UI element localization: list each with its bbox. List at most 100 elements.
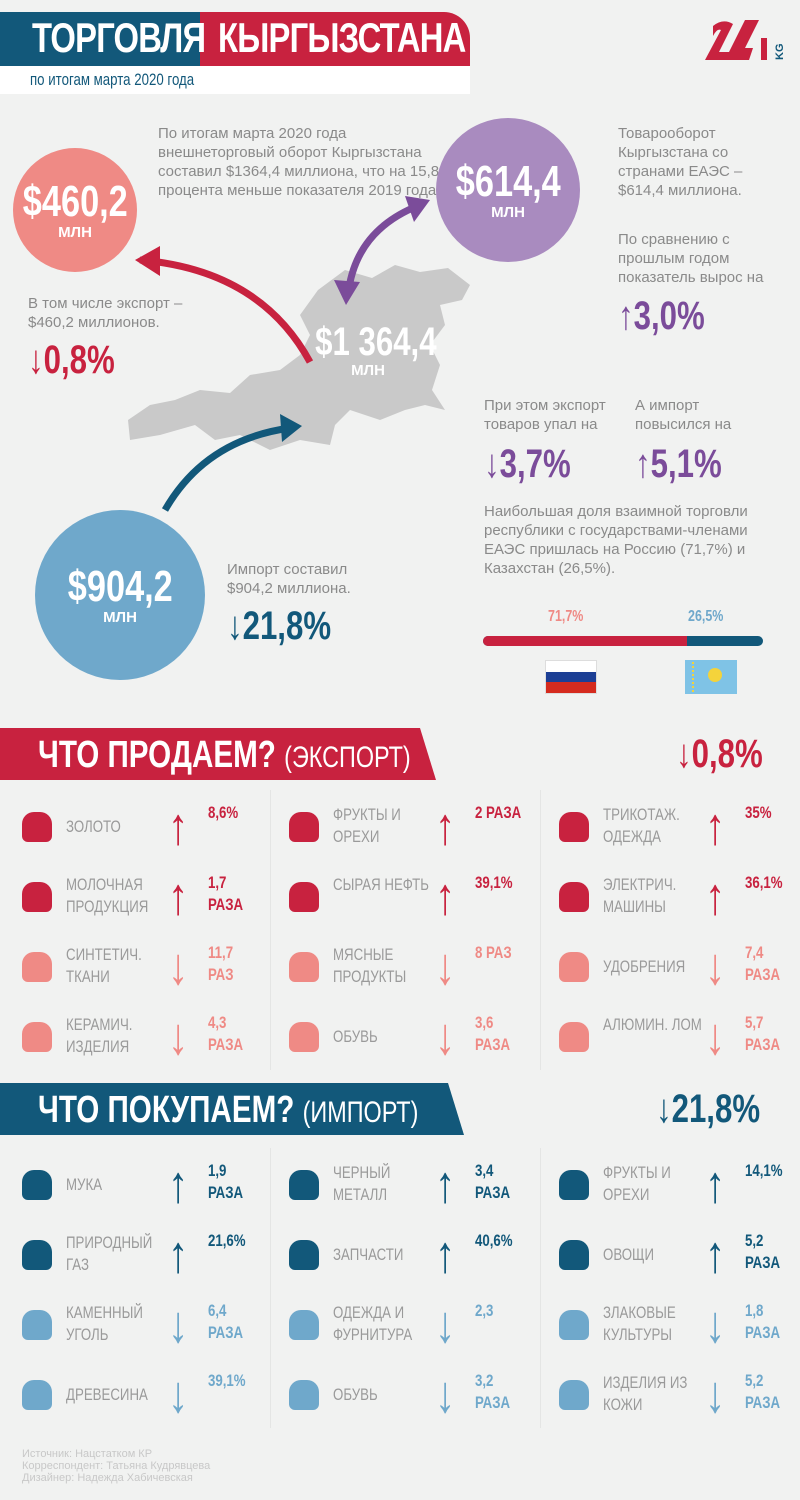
trade-item: МУКА ↑ 1,9 РАЗА: [18, 1158, 268, 1214]
trade-item: УДОБРЕНИЯ ↓ 7,4 РАЗА: [555, 940, 800, 996]
total-value: $1 364,4: [315, 320, 437, 364]
column-divider: [540, 1148, 541, 1428]
trade-item: СИНТЕТИЧ. ТКАНИ ↓ 11,7 РАЗ: [18, 940, 268, 996]
boot-icon: [289, 1022, 319, 1052]
item-label: АЛЮМИН. ЛОМ: [603, 1015, 702, 1034]
trade-item: ОБУВЬ ↓ 3,6 РАЗА: [285, 1010, 535, 1066]
trade-item: МЯСНЫЕ ПРОДУКТЫ ↓ 8 РАЗ: [285, 940, 535, 996]
coal-wagon-icon: [22, 1310, 52, 1340]
trade-item: СЫРАЯ НЕФТЬ ↑ 39,1%: [285, 870, 535, 926]
export-section-change: ↓0,8%: [676, 732, 763, 776]
item-label: КАМЕННЫЙ УГОЛЬ: [66, 1303, 143, 1344]
trade-item: ОВОЩИ ↑ 5,2 РАЗА: [555, 1228, 800, 1284]
kyrgyzstan-map: [128, 196, 470, 512]
item-label: КЕРАМИЧ. ИЗДЕЛИЯ: [66, 1015, 133, 1056]
arrow-down-icon: ↓: [435, 938, 456, 996]
subtitle-strip: [0, 66, 470, 94]
scrap-wire-icon: [559, 1022, 589, 1052]
item-change-value: 6,4 РАЗА: [208, 1301, 244, 1342]
wheat-icon: [22, 1170, 52, 1200]
arrow-down-icon: ↓: [435, 1296, 456, 1354]
grain-icon: [559, 1310, 589, 1340]
export-text: В том числе экспорт – $460,2 миллионов.: [28, 295, 183, 331]
arrow-up-icon: ↑: [168, 1226, 189, 1284]
item-change-value: 8 РАЗ: [475, 943, 512, 962]
tshirt-icon: [559, 812, 589, 842]
item-change-value: 1,8 РАЗА: [745, 1301, 781, 1342]
export-change: ↓0,8%: [28, 338, 115, 382]
footer-source: Источник: Нацстатком КР: [22, 1448, 153, 1460]
item-change-value: 1,7 РАЗА: [208, 873, 244, 914]
arrow-up-icon: ↑: [168, 1156, 189, 1214]
item-change-value: 5,7 РАЗА: [745, 1013, 781, 1054]
item-change-value: 5,2 РАЗА: [745, 1371, 781, 1412]
column-divider: [270, 790, 271, 1070]
item-change-value: 21,6%: [208, 1231, 246, 1250]
item-label: ПРИРОДНЫЙ ГАЗ: [66, 1233, 153, 1274]
item-change-value: 11,7 РАЗ: [208, 943, 234, 984]
kazakhstan-share-label: 26,5%: [688, 608, 724, 625]
arrow-down-icon: ↓: [705, 1008, 726, 1066]
eaeu-circle: $614,4 МЛН: [436, 118, 580, 262]
export-title: ЧТО ПРОДАЕМ? (ЭКСПОРТ): [38, 734, 411, 776]
trade-item: ПРИРОДНЫЙ ГАЗ ↑ 21,6%: [18, 1228, 268, 1284]
gears-icon: [289, 1240, 319, 1270]
item-change-value: 3,6 РАЗА: [475, 1013, 511, 1054]
trade-item: МОЛОЧНАЯ ПРОДУКЦИЯ ↑ 1,7 РАЗА: [18, 870, 268, 926]
item-change-value: 5,2 РАЗА: [745, 1231, 781, 1272]
gold-bars-icon: [22, 812, 52, 842]
cup-icon: [22, 1022, 52, 1052]
eaeu-double-arrow: [344, 201, 422, 296]
arrow-up-icon: ↑: [435, 868, 456, 926]
trade-item: ФРУКТЫ И ОРЕХИ ↑ 14,1%: [555, 1158, 800, 1214]
title-right: КЫРГЫЗСТАНА: [218, 14, 466, 61]
item-change-value: 7,4 РАЗА: [745, 943, 781, 984]
arrow-up-icon: ↑: [168, 868, 189, 926]
import-circle: $904,2 МЛН: [35, 510, 205, 680]
trade-item: ОДЕЖДА И ФУРНИТУРА ↓ 2,3: [285, 1298, 535, 1354]
item-label: ЗОЛОТО: [66, 817, 121, 836]
leaf-icon: [559, 952, 589, 982]
russia-flag: [545, 660, 597, 694]
item-label: ФРУКТЫ И ОРЕХИ: [333, 805, 401, 846]
arrow-down-icon: ↓: [168, 1366, 189, 1424]
trade-item: ИЗДЕЛИЯ ИЗ КОЖИ ↓ 5,2 РАЗА: [555, 1368, 800, 1424]
broccoli-icon: [559, 1240, 589, 1270]
arrow-down-icon: ↓: [705, 1296, 726, 1354]
apple-icon: [289, 812, 319, 842]
eaeu-change: ↑3,0%: [618, 294, 705, 338]
trade-item: ДРЕВЕСИНА ↓ 39,1%: [18, 1368, 268, 1424]
export-circle: $460,2 МЛН: [13, 148, 137, 272]
leather-icon: [559, 1380, 589, 1410]
item-label: МОЛОЧНАЯ ПРОДУКЦИЯ: [66, 875, 149, 916]
arrow-down-icon: ↓: [168, 1008, 189, 1066]
arrow-up-icon: ↑: [435, 798, 456, 856]
trade-item: КАМЕННЫЙ УГОЛЬ ↓ 6,4 РАЗА: [18, 1298, 268, 1354]
russia-share-label: 71,7%: [548, 608, 584, 625]
oil-canister-icon: [289, 882, 319, 912]
item-label: ЭЛЕКТРИЧ. МАШИНЫ: [603, 875, 677, 916]
import-text: Импорт составил $904,2 миллиона.: [227, 561, 351, 597]
trade-item: ЗАПЧАСТИ ↑ 40,6%: [285, 1228, 535, 1284]
subtitle: по итогам марта 2020 года: [30, 70, 195, 89]
arrow-up-icon: ↑: [435, 1156, 456, 1214]
dress-icon: [289, 1310, 319, 1340]
item-label: УДОБРЕНИЯ: [603, 957, 686, 976]
item-label: ЗАПЧАСТИ: [333, 1245, 404, 1264]
boot-icon: [289, 1380, 319, 1410]
arrow-up-icon: ↑: [705, 1156, 726, 1214]
trade-item: КЕРАМИЧ. ИЗДЕЛИЯ ↓ 4,3 РАЗА: [18, 1010, 268, 1066]
item-change-value: 3,2 РАЗА: [475, 1371, 511, 1412]
footer-correspondent: Корреспондент: Татьяна Кудрявцева: [22, 1460, 211, 1472]
trade-item: ОБУВЬ ↓ 3,2 РАЗА: [285, 1368, 535, 1424]
column-divider: [270, 1148, 271, 1428]
eaeu-import-text: А импорт повысился на: [635, 397, 732, 433]
item-label: СИНТЕТИЧ. ТКАНИ: [66, 945, 142, 986]
total-unit: МЛН: [351, 362, 385, 379]
title-block-blue: [0, 12, 200, 66]
arrow-up-icon: ↑: [168, 798, 189, 856]
import-title: ЧТО ПОКУПАЕМ? (ИМПОРТ): [38, 1089, 419, 1131]
item-change-value: 35%: [745, 803, 772, 822]
arrow-down-icon: ↓: [435, 1366, 456, 1424]
share-text: Наибольшая доля взаимной торговли респуб…: [484, 503, 748, 577]
